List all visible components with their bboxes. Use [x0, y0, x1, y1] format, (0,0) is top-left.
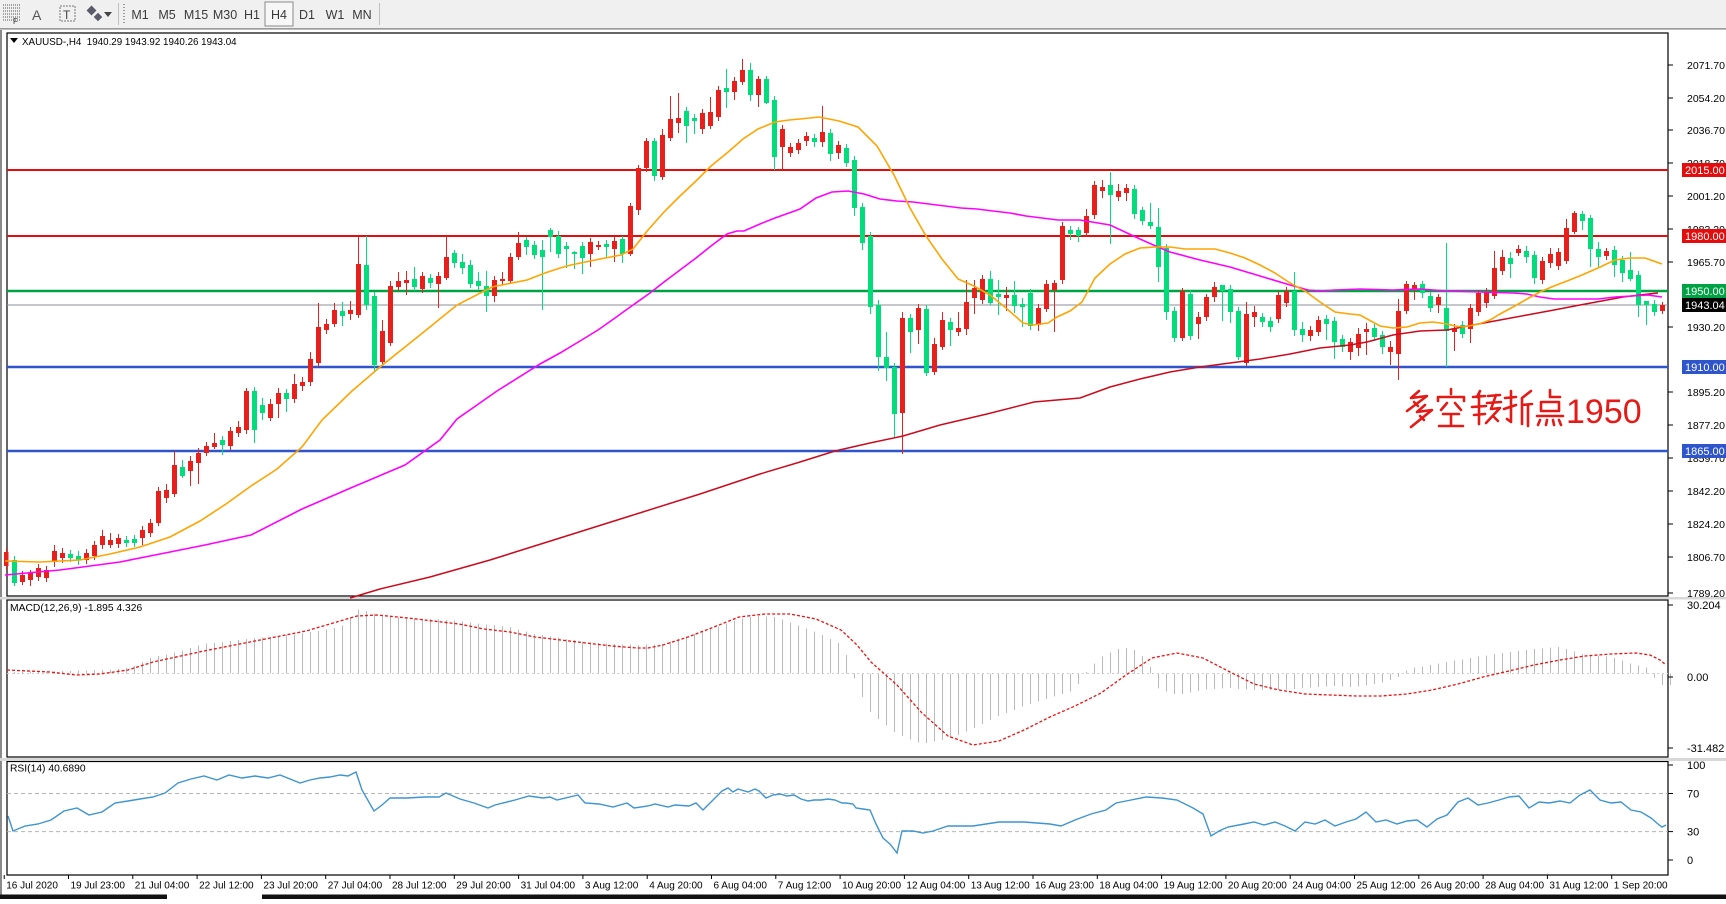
svg-text:23 Jul 20:00: 23 Jul 20:00: [263, 881, 318, 892]
svg-text:1789.20: 1789.20: [1687, 588, 1725, 600]
svg-text:1895.20: 1895.20: [1687, 387, 1725, 399]
svg-text:MN: MN: [352, 8, 371, 22]
svg-text:M1: M1: [131, 8, 148, 22]
svg-text:16 Aug 23:00: 16 Aug 23:00: [1035, 881, 1094, 892]
svg-text:1910.00: 1910.00: [1685, 362, 1725, 374]
svg-text:10 Aug 20:00: 10 Aug 20:00: [842, 881, 901, 892]
svg-text:1842.20: 1842.20: [1687, 486, 1725, 498]
svg-text:2054.20: 2054.20: [1687, 93, 1725, 105]
svg-text:100: 100: [1687, 760, 1705, 772]
svg-text:RSI(14) 40.6890: RSI(14) 40.6890: [10, 764, 86, 775]
svg-text:1965.70: 1965.70: [1687, 257, 1725, 269]
svg-text:W1: W1: [326, 8, 345, 22]
svg-text:19 Jul 23:00: 19 Jul 23:00: [71, 881, 126, 892]
svg-text:30: 30: [1687, 827, 1699, 839]
svg-text:25 Aug 12:00: 25 Aug 12:00: [1357, 881, 1416, 892]
svg-text:0: 0: [1687, 855, 1693, 867]
svg-text:1980.00: 1980.00: [1685, 231, 1725, 243]
svg-text:2071.70: 2071.70: [1687, 60, 1725, 72]
svg-text:31 Aug 12:00: 31 Aug 12:00: [1549, 881, 1608, 892]
svg-text:24 Aug 04:00: 24 Aug 04:00: [1292, 881, 1351, 892]
svg-text:12 Aug 04:00: 12 Aug 04:00: [906, 881, 965, 892]
svg-text:2015.00: 2015.00: [1685, 165, 1725, 177]
svg-text:28 Jul 12:00: 28 Jul 12:00: [392, 881, 447, 892]
svg-text:21 Jul 04:00: 21 Jul 04:00: [135, 881, 190, 892]
svg-text:-31.482: -31.482: [1687, 743, 1724, 755]
svg-text:70: 70: [1687, 789, 1699, 801]
svg-text:6 Aug 04:00: 6 Aug 04:00: [714, 881, 768, 892]
svg-text:F: F: [13, 17, 18, 26]
svg-text:19 Aug 12:00: 19 Aug 12:00: [1164, 881, 1223, 892]
svg-text:2036.70: 2036.70: [1687, 125, 1725, 137]
svg-text:1943.04: 1943.04: [1685, 300, 1725, 312]
svg-text:31 Jul 04:00: 31 Jul 04:00: [521, 881, 576, 892]
svg-text:20 Aug 20:00: 20 Aug 20:00: [1228, 881, 1287, 892]
svg-text:1806.70: 1806.70: [1687, 552, 1725, 564]
svg-text:1930.20: 1930.20: [1687, 322, 1725, 334]
svg-text:18 Aug 04:00: 18 Aug 04:00: [1099, 881, 1158, 892]
svg-text:13 Aug 12:00: 13 Aug 12:00: [971, 881, 1030, 892]
svg-text:M15: M15: [184, 8, 208, 22]
svg-text:1824.20: 1824.20: [1687, 519, 1725, 531]
svg-text:29 Jul 20:00: 29 Jul 20:00: [456, 881, 511, 892]
svg-text:M30: M30: [213, 8, 237, 22]
svg-text:H4: H4: [271, 8, 287, 22]
svg-text:1950.00: 1950.00: [1685, 286, 1725, 298]
svg-text:M5: M5: [158, 8, 175, 22]
svg-text:D1: D1: [299, 8, 315, 22]
svg-text:T: T: [63, 8, 71, 22]
svg-text:22 Jul 12:00: 22 Jul 12:00: [199, 881, 254, 892]
svg-text:7 Aug 12:00: 7 Aug 12:00: [778, 881, 832, 892]
svg-text:1865.00: 1865.00: [1685, 446, 1725, 458]
svg-text:MACD(12,26,9) -1.895 4.326: MACD(12,26,9) -1.895 4.326: [10, 603, 142, 614]
svg-text:XAUUSD-,H4 1940.29 1943.92 19: XAUUSD-,H4 1940.29 1943.92 1940.26 1943.…: [22, 37, 237, 48]
svg-text:0.00: 0.00: [1687, 672, 1708, 684]
svg-text:30.204: 30.204: [1687, 600, 1721, 612]
svg-text:1 Sep 20:00: 1 Sep 20:00: [1614, 881, 1668, 892]
svg-text:4 Aug 20:00: 4 Aug 20:00: [649, 881, 703, 892]
svg-text:16 Jul 2020: 16 Jul 2020: [6, 881, 58, 892]
svg-text:1877.20: 1877.20: [1687, 420, 1725, 432]
svg-text:1950: 1950: [1566, 393, 1642, 431]
svg-text:26 Aug 20:00: 26 Aug 20:00: [1421, 881, 1480, 892]
svg-text:27 Jul 04:00: 27 Jul 04:00: [328, 881, 383, 892]
svg-text:3 Aug 12:00: 3 Aug 12:00: [585, 881, 639, 892]
svg-text:2001.20: 2001.20: [1687, 191, 1725, 203]
svg-text:A: A: [32, 7, 42, 23]
svg-text:28 Aug 04:00: 28 Aug 04:00: [1485, 881, 1544, 892]
svg-text:H1: H1: [244, 8, 260, 22]
